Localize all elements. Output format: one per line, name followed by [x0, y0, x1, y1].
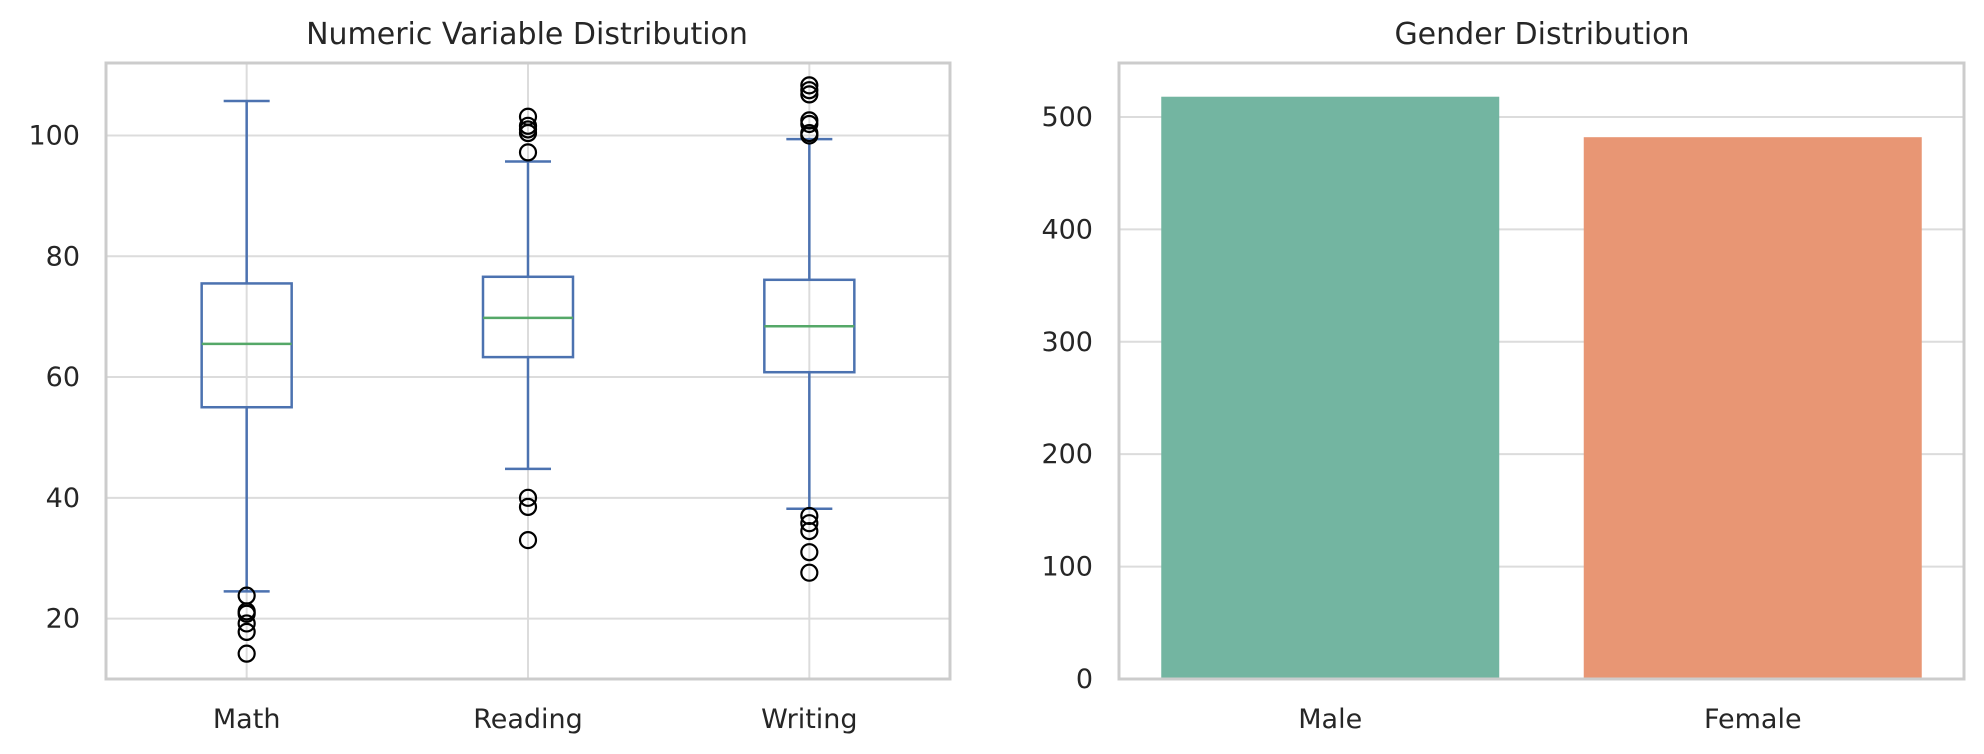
boxplot-frame — [104, 61, 952, 681]
boxplot-y-ticks: 20 40 60 80 100 — [28, 120, 80, 634]
boxplot-x-tick-label: Reading — [473, 704, 583, 735]
barchart-title: Gender Distribution — [1394, 17, 1689, 52]
barchart-y-tick-label: 500 — [1041, 102, 1093, 133]
box-reading — [481, 107, 575, 550]
boxplot-x-tick-label: Math — [213, 704, 281, 735]
barchart-y-tick-label: 400 — [1041, 214, 1093, 245]
boxplot-title: Numeric Variable Distribution — [306, 17, 748, 52]
boxplot-y-tick-label: 60 — [46, 362, 80, 393]
boxplot-y-tick-label: 40 — [46, 483, 80, 514]
outlier-point — [800, 521, 819, 541]
bar-female — [1583, 137, 1922, 680]
barchart-x-ticks: Male Female — [1298, 704, 1801, 735]
barchart-marks — [1161, 96, 1922, 680]
outlier-point — [800, 514, 819, 533]
barchart-y-tick-label: 100 — [1041, 552, 1093, 583]
box-writing — [763, 76, 856, 582]
outlier-point — [518, 143, 538, 162]
outlier-point — [800, 543, 819, 562]
box-math — [200, 99, 293, 663]
boxplot-x-tick-label: Writing — [761, 704, 857, 735]
boxplot-x-ticks: Math Reading Writing — [213, 704, 858, 735]
outlier-point — [237, 604, 256, 623]
outlier-point — [237, 614, 256, 633]
outlier-point — [800, 563, 819, 582]
barchart-y-ticks: 0 100 200 300 400 500 — [1041, 102, 1093, 695]
iqr-box — [200, 282, 293, 409]
barchart-panel: Gender Distribution 0 100 200 300 400 500 Mal… — [1041, 17, 1966, 735]
outlier-point — [800, 123, 819, 143]
boxplot-y-tick-label: 100 — [28, 120, 80, 151]
outlier-point — [518, 116, 538, 135]
outlier-point — [800, 76, 819, 95]
outlier-point — [237, 644, 256, 663]
outlier-point — [800, 81, 819, 100]
barchart-x-tick-label: Female — [1704, 704, 1802, 735]
outlier-point — [518, 497, 538, 516]
barchart-frame — [1117, 61, 1966, 681]
barchart-y-tick-label: 300 — [1041, 327, 1093, 358]
outlier-point — [237, 622, 256, 641]
boxplot-panel: Numeric Variable Distribution 20 40 60 80 10… — [28, 17, 952, 735]
barchart-y-tick-label: 0 — [1076, 664, 1093, 695]
barchart-y-tick-label: 200 — [1041, 439, 1093, 470]
outlier-point — [800, 111, 819, 130]
boxplot-y-tick-label: 20 — [46, 604, 80, 635]
barchart-x-tick-label: Male — [1298, 704, 1362, 735]
outlier-point — [518, 107, 538, 126]
bar-male — [1161, 96, 1500, 679]
outlier-point — [518, 530, 538, 550]
boxplot-y-tick-label: 80 — [46, 241, 80, 272]
boxplot-marks — [200, 76, 856, 663]
outlier-point — [518, 488, 538, 507]
